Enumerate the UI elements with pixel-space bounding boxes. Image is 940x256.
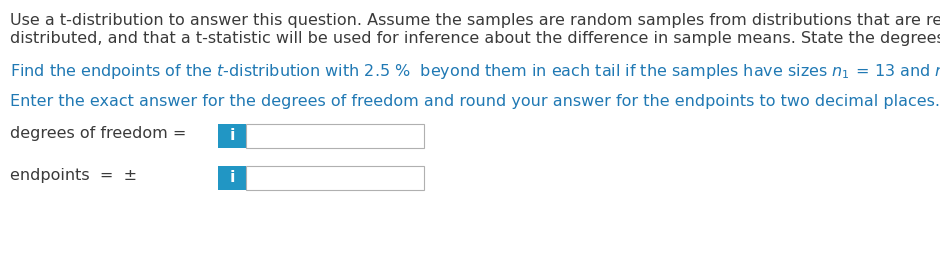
Bar <box>246 124 424 148</box>
Text: i: i <box>229 170 235 186</box>
Text: Enter the exact answer for the degrees of freedom and round your answer for the : Enter the exact answer for the degrees o… <box>10 94 940 109</box>
Bar <box>218 166 246 190</box>
Text: distributed, and that a t-statistic will be used for inference about the differe: distributed, and that a t-statistic will… <box>10 31 940 46</box>
Text: Find the endpoints of the $t$-distribution with 2.5 %  beyond them in each tail : Find the endpoints of the $t$-distributi… <box>10 62 940 81</box>
Text: i: i <box>229 129 235 144</box>
Text: Use a t-distribution to answer this question. Assume the samples are random samp: Use a t-distribution to answer this ques… <box>10 13 940 28</box>
Text: endpoints  =  ±: endpoints = ± <box>10 168 137 183</box>
Bar <box>246 166 424 190</box>
Bar <box>218 124 246 148</box>
Text: degrees of freedom =: degrees of freedom = <box>10 126 192 141</box>
